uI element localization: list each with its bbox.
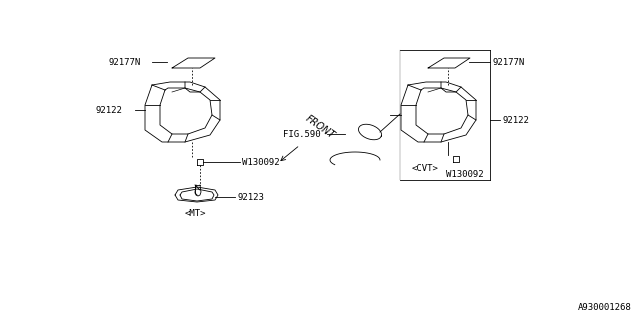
Text: 92177N: 92177N bbox=[108, 58, 140, 67]
Text: FRONT: FRONT bbox=[304, 114, 337, 141]
Text: 92123: 92123 bbox=[237, 193, 264, 202]
Text: 92122: 92122 bbox=[502, 116, 529, 124]
Text: W130092: W130092 bbox=[446, 170, 484, 179]
Text: FIG.590: FIG.590 bbox=[283, 130, 321, 139]
Text: <MT>: <MT> bbox=[184, 209, 205, 218]
Text: W130092: W130092 bbox=[242, 157, 280, 166]
Text: A930001268: A930001268 bbox=[579, 303, 632, 312]
Text: 92122: 92122 bbox=[95, 106, 122, 115]
Text: <CVT>: <CVT> bbox=[412, 164, 438, 172]
Text: 92177N: 92177N bbox=[492, 58, 524, 67]
